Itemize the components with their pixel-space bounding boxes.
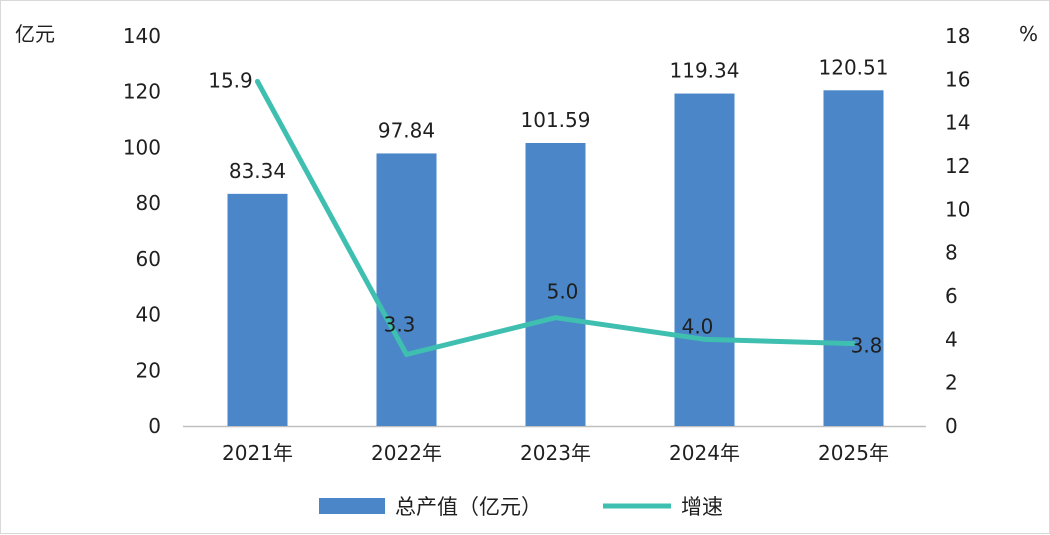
right-axis-tick-label: 4 [945, 327, 958, 351]
bar-series [227, 90, 884, 427]
bar [674, 93, 735, 426]
bar-data-label: 120.51 [819, 55, 889, 79]
growth-point [553, 315, 558, 321]
legend: 总产值（亿元） 增速 [319, 495, 723, 519]
left-axis-tick-label: 80 [136, 191, 161, 215]
line-data-label: 5.0 [547, 280, 579, 304]
right-axis-tick-label: 8 [945, 241, 958, 265]
left-axis-tick-label: 0 [148, 414, 161, 438]
left-axis-unit: 亿元 [15, 22, 55, 46]
right-axis-tick-label: 2 [945, 371, 958, 395]
bar [823, 90, 884, 426]
bar-data-label: 119.34 [670, 59, 740, 83]
left-axis-tick-label: 60 [136, 247, 161, 271]
right-axis-tick-label: 18 [945, 24, 970, 48]
bar-data-labels: 83.34 97.84 101.59 119.34 120.51 [229, 55, 889, 183]
bar [227, 193, 288, 426]
left-axis-tick-label: 120 [123, 80, 161, 104]
right-axis-tick-label: 16 [945, 67, 970, 91]
left-axis-ticks: 0 20 40 60 80 100 120 140 [123, 24, 161, 438]
x-axis-labels: 2021年 2022年 2023年 2024年 2025年 [222, 441, 889, 465]
right-axis-tick-label: 12 [945, 154, 970, 178]
growth-point [851, 341, 856, 347]
left-axis-tick-label: 140 [123, 24, 161, 48]
x-axis-label: 2023年 [520, 441, 591, 465]
right-axis-tick-label: 6 [945, 284, 958, 308]
right-axis-unit: % [1019, 22, 1038, 46]
legend-bar-label: 总产值（亿元） [395, 495, 542, 519]
growth-point [404, 352, 409, 357]
left-axis-tick-label: 100 [123, 135, 161, 159]
line-data-label: 3.3 [384, 313, 416, 337]
bar [525, 142, 586, 427]
left-axis-tick-label: 20 [136, 358, 161, 382]
right-axis-tick-label: 0 [945, 414, 958, 438]
growth-point [702, 336, 707, 342]
line-series [255, 79, 856, 357]
line-data-label: 15.9 [208, 69, 253, 93]
bar [376, 153, 437, 426]
left-axis-tick-label: 40 [136, 303, 161, 327]
bar-data-label: 83.34 [229, 159, 286, 183]
x-axis-label: 2021年 [222, 441, 293, 465]
bar-data-label: 97.84 [378, 118, 435, 142]
x-axis-label: 2024年 [669, 441, 740, 465]
line-data-label: 3.8 [851, 334, 883, 358]
legend-bar-swatch [319, 498, 385, 514]
line-data-labels: 15.9 3.3 5.0 4.0 3.8 [208, 69, 882, 358]
right-axis-tick-label: 14 [945, 111, 970, 135]
x-axis-label: 2022年 [371, 441, 442, 465]
right-axis-ticks: 0 2 4 6 8 10 12 14 16 18 [945, 24, 970, 438]
bar-data-label: 101.59 [521, 108, 591, 132]
line-data-label: 4.0 [682, 314, 714, 338]
x-axis-label: 2025年 [818, 441, 889, 465]
legend-line-label: 增速 [681, 495, 723, 519]
right-axis-tick-label: 10 [945, 197, 970, 221]
growth-point [255, 79, 260, 84]
